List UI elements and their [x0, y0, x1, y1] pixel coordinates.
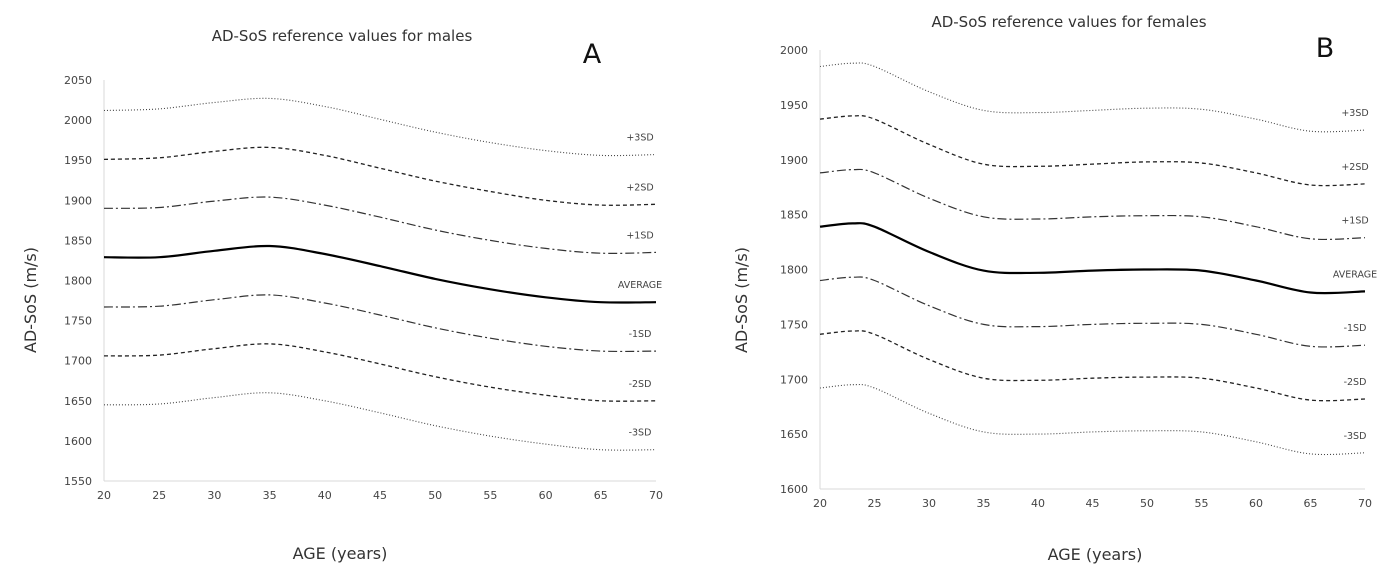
y-tick-label: 1550 — [64, 475, 92, 488]
series-label: -1SD — [629, 329, 652, 340]
series-label: -3SD — [629, 428, 652, 439]
panel-label: A — [583, 39, 602, 70]
series-label: -2SD — [1344, 377, 1367, 388]
x-tick-label: 55 — [483, 489, 497, 502]
y-tick-label: 1600 — [780, 483, 808, 496]
y-tick-label: 1900 — [64, 194, 92, 207]
chart-females: AD-SoS reference values for females B AD… — [732, 13, 1377, 564]
y-tick-label: 1950 — [64, 154, 92, 167]
y-tick-label: 1850 — [780, 209, 808, 222]
series-label: -2SD — [629, 379, 652, 390]
chart-title: AD-SoS reference values for males — [212, 27, 473, 45]
x-tick-label: 40 — [1031, 497, 1045, 510]
y-tick-label: 1750 — [64, 315, 92, 328]
series-line-plus2sd — [103, 146, 657, 206]
y-tick-label: 2000 — [780, 44, 808, 57]
y-tick-label: 2050 — [64, 74, 92, 87]
x-tick-label: 20 — [97, 489, 111, 502]
series-line-average — [819, 222, 1366, 295]
x-tick-label: 65 — [594, 489, 608, 502]
y-tick-label: 1950 — [780, 99, 808, 112]
y-tick-label: 1850 — [64, 234, 92, 247]
series-label: AVERAGE — [618, 280, 662, 291]
x-axis-label: AGE (years) — [1048, 545, 1143, 564]
series-line-plus1sd — [103, 196, 657, 254]
series-line-plus3sd — [819, 62, 1366, 133]
series-line-minus3sd — [103, 392, 657, 451]
y-axis-label: AD-SoS (m/s) — [21, 247, 40, 353]
series-line-minus1sd — [819, 276, 1366, 348]
x-tick-label: 30 — [922, 497, 936, 510]
series-label: +3SD — [1341, 108, 1368, 119]
tick-layer: 1550 1600 1650 1700 1750 1800 1850 1900 1950 2000… — [64, 74, 663, 502]
x-tick-label: 40 — [318, 489, 332, 502]
x-tick-label: 30 — [207, 489, 221, 502]
y-tick-label: 1600 — [64, 435, 92, 448]
y-tick-label: 2000 — [64, 114, 92, 127]
tick-layer: 1600 1650 1700 1750 1800 1850 1900 1950 2000 20 25… — [780, 44, 1372, 510]
series-line-plus3sd — [103, 97, 657, 157]
series-line-plus2sd — [819, 115, 1366, 187]
x-tick-label: 25 — [868, 497, 882, 510]
series-layer: +3SD +2SD +1SD AVERAGE -1SD -2SD -3SD — [819, 62, 1377, 456]
series-line-minus1sd — [103, 294, 657, 353]
y-tick-label: 1700 — [780, 373, 808, 386]
x-tick-label: 60 — [1249, 497, 1263, 510]
y-tick-label: 1700 — [64, 355, 92, 368]
x-tick-label: 35 — [977, 497, 991, 510]
y-tick-label: 1900 — [780, 154, 808, 167]
y-axis-label: AD-SoS (m/s) — [732, 247, 751, 353]
series-label: AVERAGE — [1333, 269, 1377, 280]
x-axis-label: AGE (years) — [293, 544, 388, 563]
series-label: -1SD — [1344, 323, 1367, 334]
series-line-minus2sd — [819, 330, 1366, 402]
x-tick-label: 50 — [428, 489, 442, 502]
series-line-plus1sd — [819, 168, 1366, 241]
x-tick-label: 20 — [813, 497, 827, 510]
series-label: +1SD — [1341, 216, 1368, 227]
panel-label: B — [1316, 33, 1335, 64]
y-tick-label: 1750 — [780, 318, 808, 331]
series-label: +2SD — [626, 182, 653, 193]
series-line-minus2sd — [103, 343, 657, 402]
x-tick-label: 25 — [152, 489, 166, 502]
y-tick-label: 1650 — [780, 428, 808, 441]
x-tick-label: 70 — [1358, 497, 1372, 510]
x-tick-label: 35 — [263, 489, 277, 502]
series-label: +3SD — [626, 133, 653, 144]
y-tick-label: 1650 — [64, 395, 92, 408]
series-layer: +3SD +2SD +1SD AVERAGE -1SD -2SD -3SD — [103, 97, 662, 451]
x-tick-label: 45 — [373, 489, 387, 502]
x-tick-label: 70 — [649, 489, 663, 502]
y-tick-label: 1800 — [64, 275, 92, 288]
chart-title: AD-SoS reference values for females — [931, 13, 1206, 31]
series-label: +1SD — [626, 230, 653, 241]
series-line-average — [103, 244, 657, 304]
series-line-minus3sd — [819, 383, 1366, 456]
x-tick-label: 65 — [1304, 497, 1318, 510]
chart-males: AD-SoS reference values for males A AD-S… — [21, 27, 663, 563]
series-label: +2SD — [1341, 162, 1368, 173]
x-tick-label: 55 — [1195, 497, 1209, 510]
series-label: -3SD — [1344, 431, 1367, 442]
x-tick-label: 60 — [539, 489, 553, 502]
x-tick-label: 45 — [1086, 497, 1100, 510]
x-tick-label: 50 — [1140, 497, 1154, 510]
y-tick-label: 1800 — [780, 264, 808, 277]
